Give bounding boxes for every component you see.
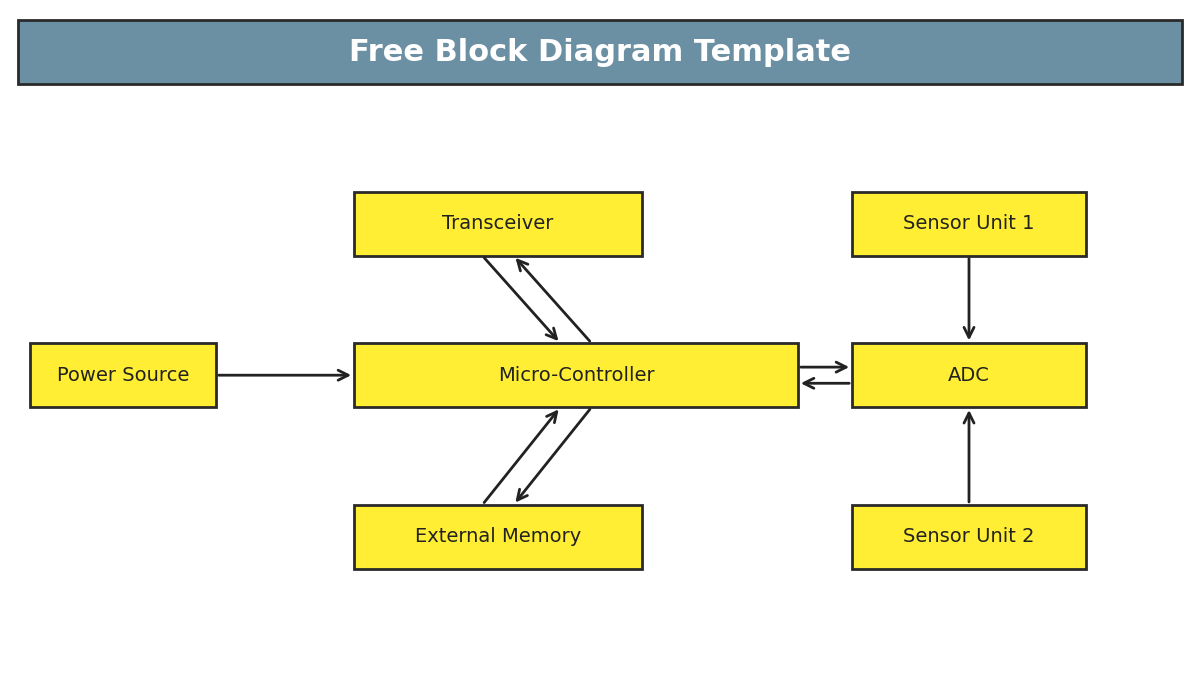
Text: Free Block Diagram Template: Free Block Diagram Template	[349, 38, 851, 67]
Text: ADC: ADC	[948, 365, 990, 385]
Text: Sensor Unit 2: Sensor Unit 2	[904, 527, 1034, 546]
Bar	[354, 505, 642, 569]
Bar	[354, 343, 798, 407]
Bar	[852, 343, 1086, 407]
Text: Micro-Controller: Micro-Controller	[498, 365, 654, 385]
Bar	[354, 192, 642, 256]
FancyBboxPatch shape	[18, 20, 1182, 84]
Bar	[30, 343, 216, 407]
Text: Transceiver: Transceiver	[443, 214, 553, 234]
Text: Sensor Unit 1: Sensor Unit 1	[904, 214, 1034, 234]
Bar	[852, 505, 1086, 569]
Bar	[852, 192, 1086, 256]
Text: Power Source: Power Source	[56, 365, 190, 385]
Text: External Memory: External Memory	[415, 527, 581, 546]
